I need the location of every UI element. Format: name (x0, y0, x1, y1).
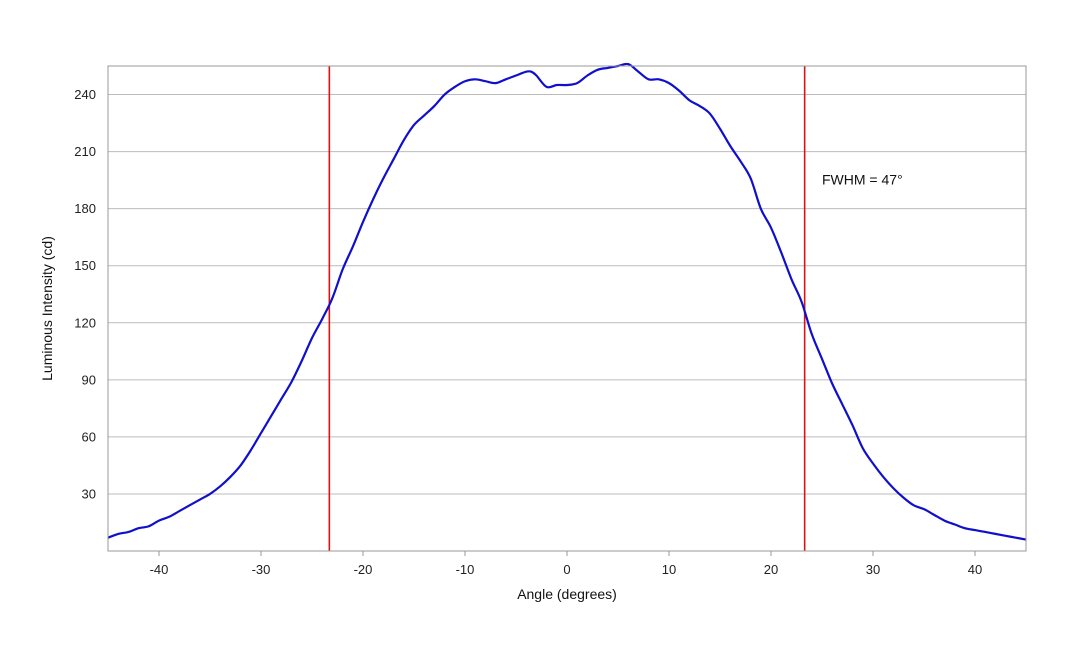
x-tick-label: -40 (150, 562, 169, 577)
grid-lines (108, 94, 1026, 495)
x-tick-label: 0 (563, 562, 570, 577)
x-axis-ticks: -40 -30 -20 -10 0 10 20 30 40 (150, 551, 982, 577)
x-tick-label: 20 (764, 562, 778, 577)
fwhm-markers (328, 66, 806, 551)
x-tick-label: -20 (354, 562, 373, 577)
y-tick-label: 180 (74, 201, 96, 216)
x-tick-label: 40 (968, 562, 982, 577)
y-tick-label: 120 (74, 315, 96, 330)
x-axis-title: Angle (degrees) (517, 586, 617, 602)
plot-frame (107, 65, 1027, 552)
x-tick-label: -10 (456, 562, 475, 577)
y-tick-label: 210 (74, 144, 96, 159)
y-axis-ticks: 30 60 90 120 150 180 210 240 (74, 87, 96, 501)
annotation-label: FWHM = 47° (822, 172, 903, 188)
x-tick-label: 10 (662, 562, 676, 577)
x-tick-label: -30 (252, 562, 271, 577)
x-tick-label: 30 (866, 562, 880, 577)
y-tick-label: 60 (82, 429, 96, 444)
series-line (107, 62, 1027, 541)
y-tick-label: 30 (82, 486, 96, 501)
series-layer (107, 62, 1027, 541)
y-tick-label: 150 (74, 258, 96, 273)
y-tick-label: 90 (82, 372, 96, 387)
y-tick-label: 240 (74, 87, 96, 102)
y-axis-title: Luminous Intensity (cd) (39, 236, 55, 381)
annotations: FWHM = 47° (822, 172, 903, 188)
